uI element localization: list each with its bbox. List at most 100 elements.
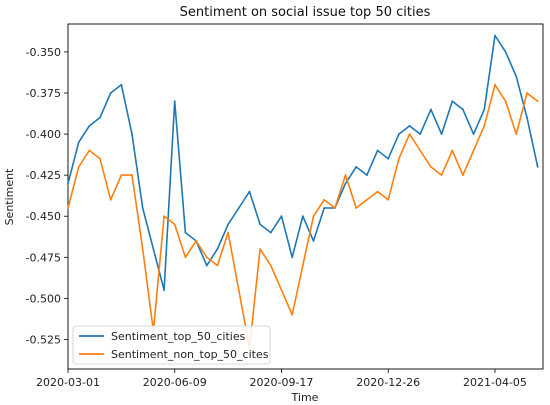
x-tick-label: 2020-03-01 [36,376,100,389]
data-point-non-top-50 [323,198,326,201]
data-point-top-50 [131,133,133,136]
data-point-non-top-50 [344,174,347,177]
legend-label-non-top-50: Sentiment_non_top_50_cites [111,348,269,361]
data-point-non-top-50 [355,207,358,209]
plot-content [67,34,539,349]
data-point-non-top-50 [451,149,454,152]
data-point-non-top-50 [195,240,198,242]
data-point-non-top-50 [163,215,166,218]
data-point-top-50 [494,34,496,37]
data-point-non-top-50 [259,248,261,251]
data-point-top-50 [419,133,422,136]
data-point-top-50 [472,133,475,136]
data-point-top-50 [398,133,400,136]
data-point-non-top-50 [536,100,539,103]
data-point-top-50 [184,231,187,234]
data-point-top-50 [301,215,304,218]
chart-title: Sentiment on social issue top 50 cities [180,5,431,20]
data-point-non-top-50 [141,248,144,251]
series-line-top-50 [67,34,539,291]
data-point-top-50 [205,264,208,267]
data-point-top-50 [280,215,283,218]
data-point-non-top-50 [120,174,123,177]
data-point-non-top-50 [109,198,112,201]
data-point-non-top-50 [483,125,486,127]
y-tick-label: -0.450 [26,210,61,223]
y-axis: -0.350 -0.375 -0.400 -0.425 -0.450 -0.475 -0.5… [26,46,68,346]
data-point-top-50 [408,125,411,127]
data-point-top-50 [430,108,432,111]
data-point-non-top-50 [99,157,101,160]
x-tick-label: 2020-06-09 [143,376,207,389]
data-point-top-50 [77,141,80,144]
data-point-top-50 [216,248,219,251]
data-point-non-top-50 [366,198,368,201]
data-point-non-top-50 [472,149,475,152]
data-point-non-top-50 [398,157,400,160]
data-point-top-50 [515,75,518,78]
plot-frame [67,23,544,370]
data-point-top-50 [440,133,443,136]
data-point-non-top-50 [205,256,208,259]
data-point-top-50 [67,182,69,185]
legend: Sentiment_top_50_cities Sentiment_non_to… [72,325,271,365]
data-point-top-50 [259,223,261,226]
data-point-top-50 [366,174,368,177]
data-point-non-top-50 [77,166,80,168]
y-tick-label: -0.375 [26,87,61,100]
x-tick-label: 2021-04-05 [463,376,527,389]
data-point-top-50 [152,248,155,251]
data-point-top-50 [141,207,144,209]
data-point-top-50 [483,108,486,111]
data-point-non-top-50 [173,223,176,226]
data-point-non-top-50 [440,174,443,177]
data-point-top-50 [163,289,166,291]
data-point-top-50 [344,182,347,185]
x-tick-label: 2020-09-17 [250,376,314,389]
data-point-top-50 [312,240,315,242]
data-point-non-top-50 [408,133,411,136]
y-tick-label: -0.475 [26,251,61,264]
y-tick-label: -0.500 [26,292,61,305]
data-point-non-top-50 [376,190,379,193]
data-point-top-50 [269,231,272,234]
data-point-top-50 [536,166,539,168]
y-axis-label: Sentiment [3,168,16,226]
y-tick-label: -0.350 [26,46,61,59]
data-point-non-top-50 [504,100,507,103]
data-point-non-top-50 [269,264,272,267]
y-tick-label: -0.400 [26,128,61,141]
data-point-top-50 [504,51,507,53]
data-point-non-top-50 [291,313,294,316]
data-point-top-50 [120,83,123,86]
x-axis: 2020-03-01 2020-06-09 2020-09-17 2020-12-26… [36,369,527,389]
data-point-non-top-50 [301,264,304,267]
data-point-non-top-50 [184,256,187,259]
data-point-top-50 [227,223,230,226]
legend-label-top-50: Sentiment_top_50_cities [111,330,246,343]
data-point-non-top-50 [216,264,219,267]
data-point-non-top-50 [494,83,496,86]
data-point-top-50 [376,149,379,152]
data-point-top-50 [323,207,326,209]
y-tick-label: -0.525 [26,333,61,346]
data-point-non-top-50 [227,231,230,234]
data-point-non-top-50 [237,289,240,291]
data-point-top-50 [88,125,91,127]
data-point-non-top-50 [387,198,390,201]
data-point-top-50 [291,256,294,259]
data-point-non-top-50 [131,174,133,177]
data-point-non-top-50 [334,207,336,209]
data-point-non-top-50 [280,289,283,291]
data-point-top-50 [526,116,528,119]
data-point-non-top-50 [515,133,518,136]
y-tick-label: -0.425 [26,169,61,182]
data-point-top-50 [355,166,358,168]
data-point-top-50 [237,207,240,209]
legend-box [72,325,271,365]
data-point-non-top-50 [430,166,432,168]
data-point-top-50 [99,116,101,119]
data-point-non-top-50 [67,207,69,209]
data-point-non-top-50 [419,149,422,152]
